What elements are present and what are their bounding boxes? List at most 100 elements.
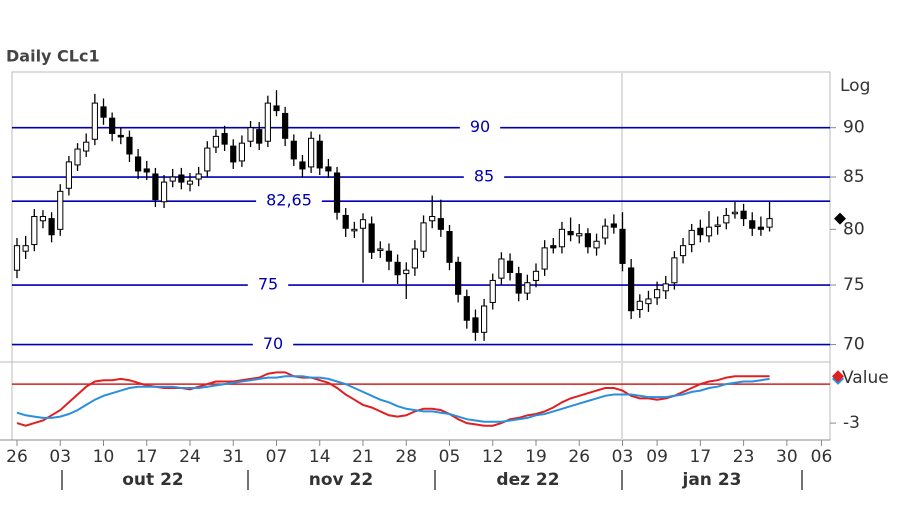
candle-body [57, 190, 64, 230]
candle-body [610, 223, 617, 228]
candle-body [403, 269, 410, 275]
x-tick-label: 21 [352, 447, 374, 467]
candle-body [524, 282, 531, 294]
candle-body [394, 261, 401, 276]
candle-body [481, 305, 488, 333]
panel-label: Value [842, 368, 889, 388]
candle-body [679, 245, 687, 257]
candle-body [385, 250, 393, 262]
candle-body [126, 136, 133, 155]
x-tick-label: 26 [6, 447, 28, 467]
y-tick-label: -3 [843, 413, 860, 433]
candle-body [212, 135, 220, 148]
candle-body [671, 257, 678, 284]
month-label: out 22 [122, 470, 183, 490]
candle-body [731, 211, 739, 215]
candle-body [455, 261, 462, 295]
candle-body [178, 174, 185, 183]
candle-body [143, 168, 150, 173]
candle-body [619, 228, 626, 264]
candle-body [48, 218, 55, 236]
month-label: nov 22 [309, 470, 373, 490]
candle-body [359, 219, 367, 229]
candle-body [31, 215, 38, 246]
candle-body [100, 106, 107, 118]
candle-body [308, 137, 315, 168]
level-label: 82,65 [266, 191, 312, 210]
y-tick-label: 75 [843, 275, 865, 295]
candle-body [463, 296, 470, 321]
x-tick-label: 30 [776, 447, 798, 467]
x-tick-label: 19 [525, 447, 547, 467]
candle-body [688, 229, 695, 246]
candle-body [714, 224, 721, 228]
level-label-bg [256, 192, 322, 211]
last-price-marker [834, 212, 846, 225]
x-tick-label: 23 [733, 447, 755, 467]
candle-body [740, 210, 747, 220]
month-label: dez 22 [496, 470, 559, 490]
x-tick-label: 17 [690, 447, 712, 467]
candle-body [697, 227, 704, 236]
x-tick-label: 05 [439, 447, 461, 467]
candle-body [152, 173, 159, 201]
candle-body [584, 233, 591, 248]
candle-body [65, 161, 73, 189]
indicator-marker [832, 370, 844, 383]
candle-body [169, 176, 176, 182]
candle-body [282, 112, 289, 139]
candle-body [22, 245, 29, 252]
level-label: 90 [470, 117, 490, 136]
candle-body [766, 218, 773, 228]
candle-body [13, 245, 21, 271]
x-tick-label: 28 [395, 447, 417, 467]
candle-body [290, 140, 297, 160]
candle-body [238, 142, 246, 162]
candle-body [342, 214, 349, 229]
level-label-bg [459, 118, 501, 137]
candle-body [576, 233, 583, 237]
candle-body [541, 247, 548, 270]
level-label: 75 [258, 275, 278, 294]
candle-body [636, 300, 643, 311]
x-tick-label: 06 [811, 447, 833, 467]
candle-body [550, 245, 557, 249]
level-label-bg [247, 276, 289, 295]
candle-body [325, 166, 332, 172]
candle-body [221, 132, 228, 145]
candle-body [498, 258, 505, 279]
x-tick-label: 24 [179, 447, 201, 467]
x-tick-label: 14 [309, 447, 331, 467]
candle-body [247, 127, 254, 142]
y-tick-label: 85 [843, 167, 865, 187]
candle-body [135, 156, 142, 172]
candle-body [316, 140, 323, 169]
candle-body [628, 267, 635, 312]
candle-body [558, 228, 566, 248]
candle-body [264, 102, 271, 142]
candle-body [256, 129, 263, 144]
candle-body [654, 289, 661, 299]
candle-body [489, 279, 496, 303]
candle-body [160, 181, 168, 203]
candle-body [411, 248, 418, 269]
scale-label: Log [840, 76, 870, 96]
candle-body [532, 270, 540, 281]
candle-body [593, 240, 600, 249]
x-tick-label: 17 [136, 447, 158, 467]
x-tick-label: 07 [266, 447, 288, 467]
candle-body [186, 180, 194, 185]
y-tick-label: 70 [843, 335, 865, 355]
month-label: jan 23 [682, 470, 742, 490]
candle-body [723, 214, 730, 224]
x-tick-label: 09 [646, 447, 668, 467]
candle-body [195, 173, 202, 180]
x-tick-label: 31 [222, 447, 244, 467]
x-tick-label: 03 [612, 447, 634, 467]
candle-body [117, 134, 124, 138]
candle-body [39, 215, 47, 222]
x-tick-label: 26 [568, 447, 590, 467]
candle-body [515, 273, 522, 294]
y-tick-label: 80 [843, 219, 865, 239]
